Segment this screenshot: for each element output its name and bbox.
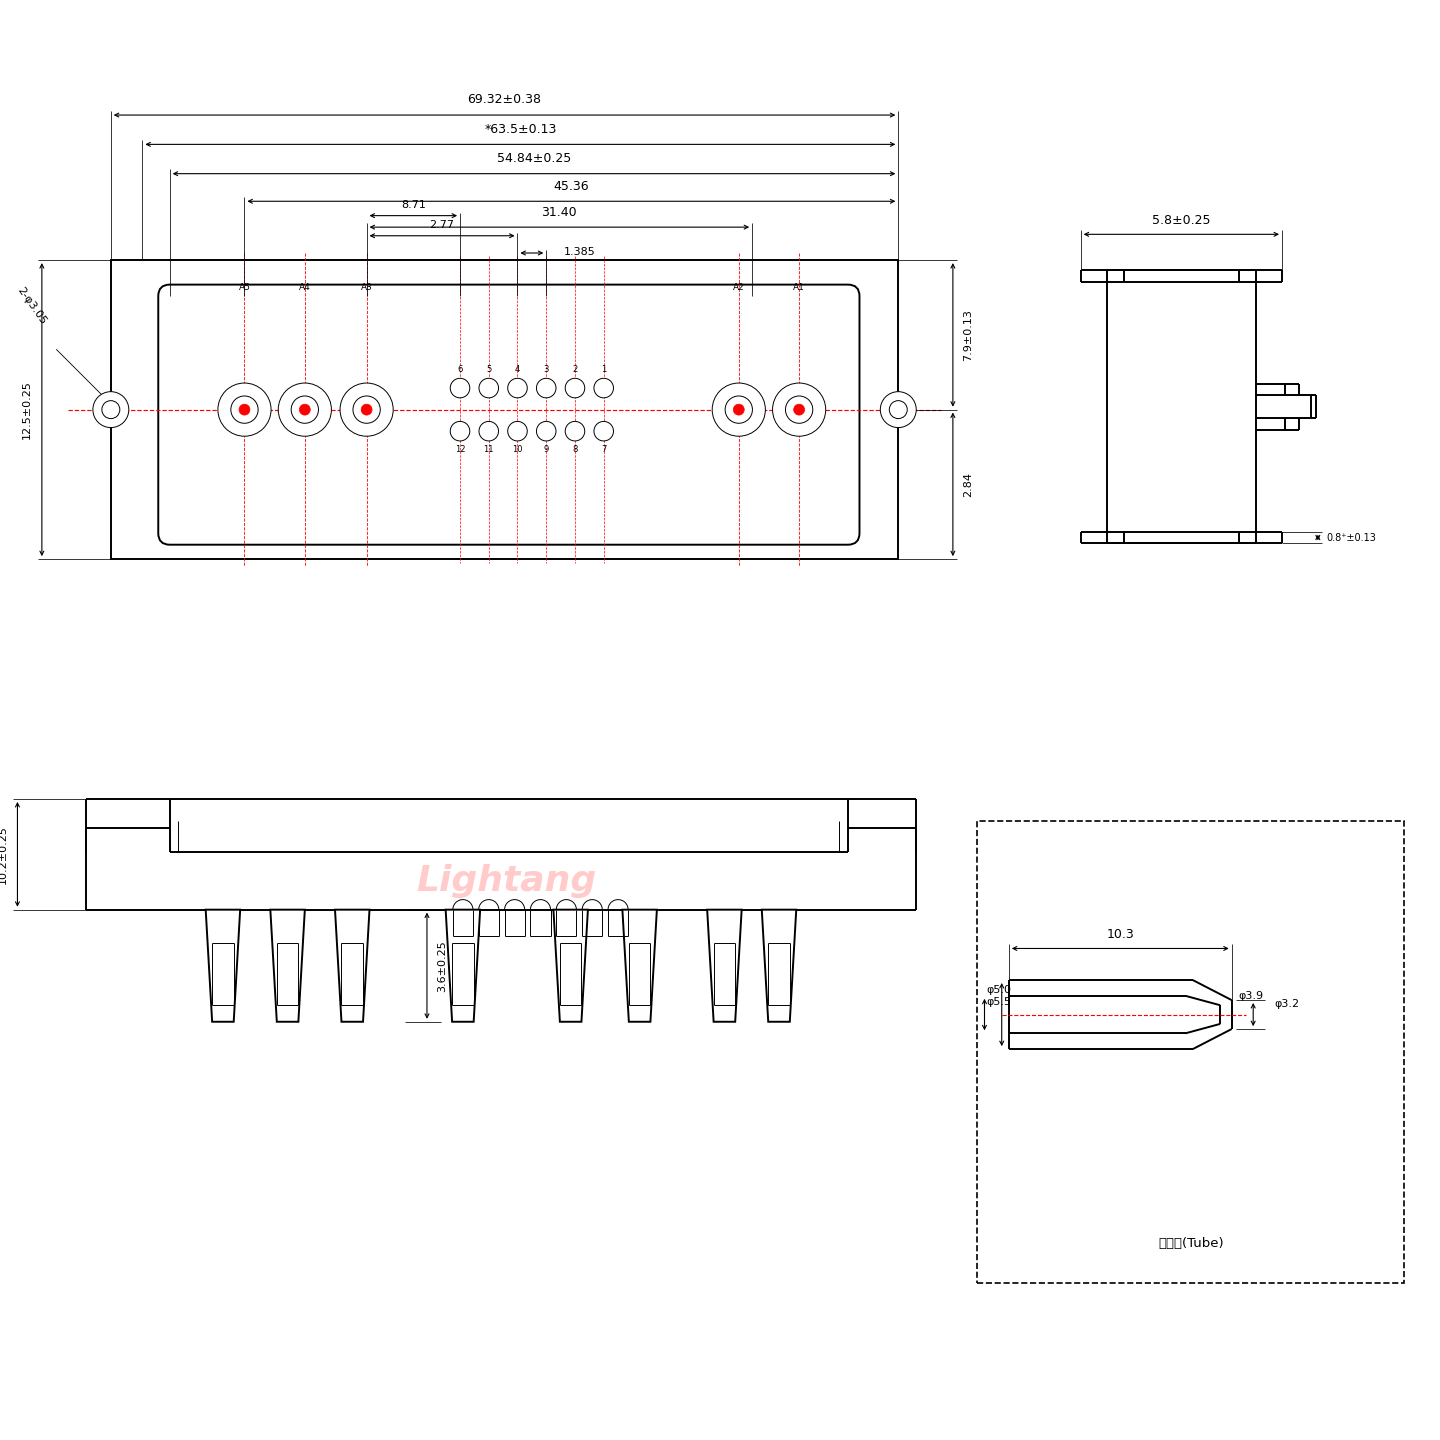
Circle shape — [480, 422, 498, 441]
Circle shape — [726, 396, 753, 423]
Circle shape — [230, 396, 258, 423]
Text: 1.385: 1.385 — [563, 246, 595, 256]
Polygon shape — [206, 910, 240, 1022]
Circle shape — [239, 405, 251, 415]
Polygon shape — [445, 910, 480, 1022]
Circle shape — [480, 379, 498, 397]
Text: 1: 1 — [600, 364, 606, 374]
Text: Lightang: Lightang — [416, 864, 596, 899]
Text: 0.8⁺±0.13: 0.8⁺±0.13 — [1326, 533, 1377, 543]
Text: A1: A1 — [793, 282, 805, 292]
FancyBboxPatch shape — [111, 261, 899, 559]
Text: 5: 5 — [487, 364, 491, 374]
Circle shape — [278, 383, 331, 436]
FancyBboxPatch shape — [978, 821, 1404, 1283]
Text: φ5.5: φ5.5 — [986, 998, 1011, 1008]
Text: 屏蔽管(Tube): 屏蔽管(Tube) — [1158, 1237, 1224, 1250]
Text: 12: 12 — [455, 445, 465, 454]
Circle shape — [217, 383, 271, 436]
Circle shape — [890, 400, 907, 419]
Text: 2: 2 — [572, 364, 577, 374]
Circle shape — [300, 405, 310, 415]
Text: φ5.0: φ5.0 — [986, 985, 1011, 995]
Circle shape — [793, 405, 805, 415]
Text: 8.71: 8.71 — [400, 200, 426, 210]
Circle shape — [451, 422, 469, 441]
Text: 10: 10 — [513, 445, 523, 454]
Text: 11: 11 — [484, 445, 494, 454]
Polygon shape — [271, 910, 305, 1022]
Text: 12.5±0.25: 12.5±0.25 — [22, 380, 32, 439]
Text: 2.77: 2.77 — [429, 220, 455, 230]
Text: A4: A4 — [300, 282, 311, 292]
Circle shape — [564, 379, 585, 397]
Circle shape — [785, 396, 812, 423]
Text: φ3.9: φ3.9 — [1238, 991, 1264, 1001]
Circle shape — [537, 379, 556, 397]
Text: 4: 4 — [516, 364, 520, 374]
Text: 10.3: 10.3 — [1106, 929, 1135, 942]
Circle shape — [508, 379, 527, 397]
Circle shape — [593, 422, 613, 441]
Text: A2: A2 — [733, 282, 744, 292]
Circle shape — [102, 400, 120, 419]
Polygon shape — [336, 910, 370, 1022]
Circle shape — [508, 422, 527, 441]
Circle shape — [537, 422, 556, 441]
Text: 7.9±0.13: 7.9±0.13 — [963, 310, 973, 361]
Circle shape — [451, 379, 469, 397]
Text: 45.36: 45.36 — [553, 180, 589, 193]
Circle shape — [564, 422, 585, 441]
Text: *63.5±0.13: *63.5±0.13 — [484, 122, 556, 135]
Text: 9: 9 — [544, 445, 549, 454]
Text: 6: 6 — [458, 364, 462, 374]
Text: 2-φ3.05: 2-φ3.05 — [16, 285, 49, 327]
Text: A5: A5 — [239, 282, 251, 292]
Circle shape — [593, 379, 613, 397]
Polygon shape — [707, 910, 742, 1022]
Text: φ3.2: φ3.2 — [1274, 999, 1300, 1009]
Text: 3: 3 — [543, 364, 549, 374]
Circle shape — [291, 396, 318, 423]
Circle shape — [733, 405, 744, 415]
Text: 54.84±0.25: 54.84±0.25 — [497, 153, 572, 166]
Text: 69.32±0.38: 69.32±0.38 — [468, 94, 541, 107]
Text: 5.8±0.25: 5.8±0.25 — [1152, 215, 1211, 228]
Text: 7: 7 — [600, 445, 606, 454]
Polygon shape — [762, 910, 796, 1022]
Text: 10.2±0.25: 10.2±0.25 — [0, 825, 7, 884]
Circle shape — [713, 383, 766, 436]
Circle shape — [772, 383, 825, 436]
Text: 2.84: 2.84 — [963, 472, 973, 497]
FancyBboxPatch shape — [158, 285, 860, 544]
Text: 8: 8 — [572, 445, 577, 454]
Circle shape — [94, 392, 128, 428]
Circle shape — [340, 383, 393, 436]
Text: 3.6±0.25: 3.6±0.25 — [436, 940, 446, 992]
Circle shape — [361, 405, 372, 415]
Circle shape — [353, 396, 380, 423]
Polygon shape — [622, 910, 657, 1022]
Text: 31.40: 31.40 — [541, 206, 577, 219]
Text: A3: A3 — [360, 282, 373, 292]
Polygon shape — [553, 910, 588, 1022]
Circle shape — [880, 392, 916, 428]
